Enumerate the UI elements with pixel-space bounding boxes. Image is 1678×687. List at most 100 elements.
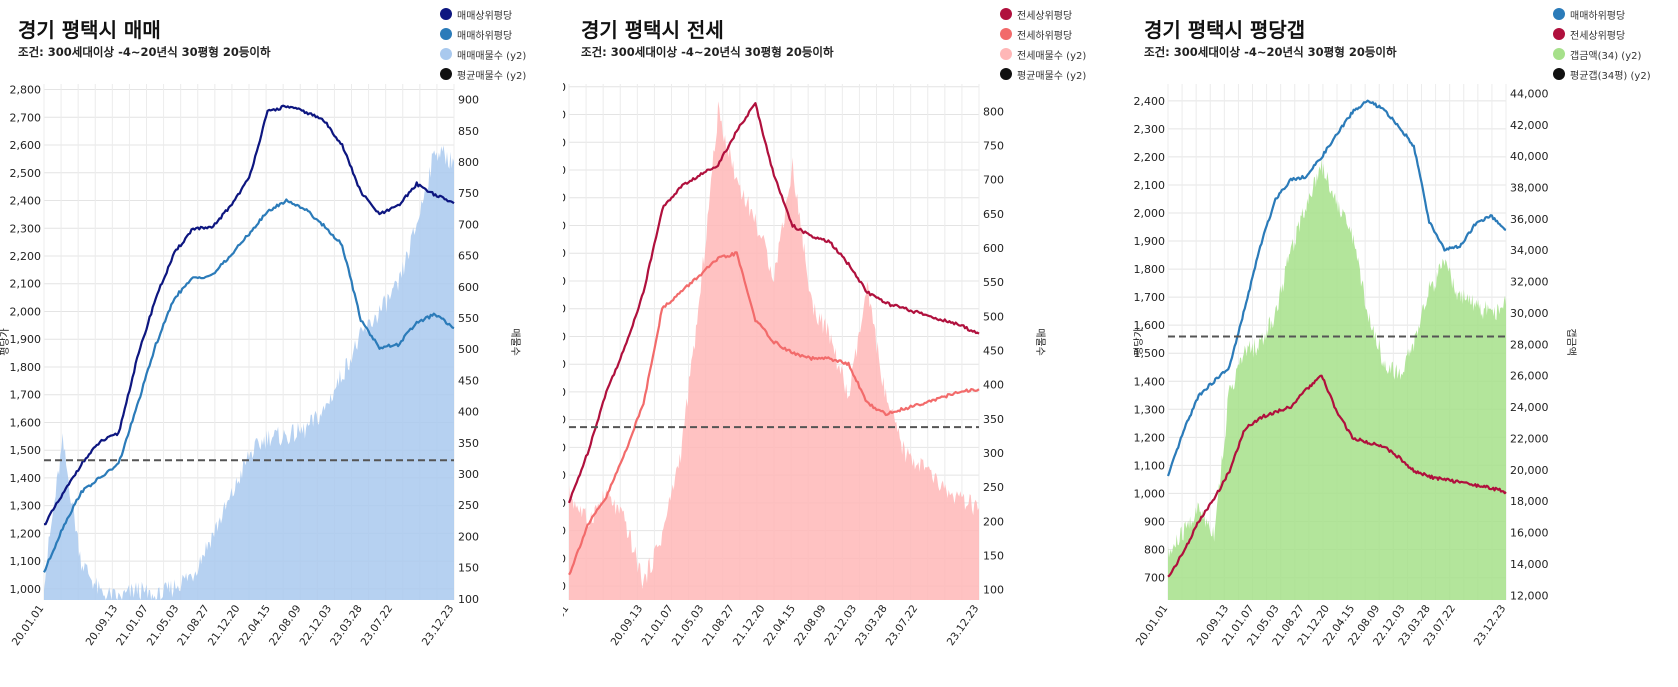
legend-label: 전세하위평당 bbox=[1017, 30, 1073, 42]
y-tick-label: 2,100 bbox=[1134, 179, 1166, 192]
legend-label: 평균매물수 (y2) bbox=[457, 70, 527, 82]
x-tick-label: 23.12.23 bbox=[1472, 603, 1509, 648]
chart-jeonse: 550 600 650 700 750 800 850 900 950 1,000 1,050 1,1… bbox=[563, 81, 1046, 648]
y2-tick-label: 550 bbox=[458, 312, 479, 325]
y-tick-label: 1,500 bbox=[10, 444, 42, 457]
legend-marker bbox=[1553, 28, 1565, 40]
y-tick-label: 1,200 bbox=[10, 527, 42, 540]
y2-axis-title: 갭금액 bbox=[1565, 328, 1577, 356]
y-tick-label: 700 bbox=[1144, 572, 1165, 585]
legend-label: 매매매물수 (y2) bbox=[457, 50, 527, 62]
series-area bbox=[569, 101, 979, 600]
y2-tick-label: 700 bbox=[458, 218, 479, 231]
y-tick-label: 1,600 bbox=[10, 416, 42, 429]
y-tick-label: 1,000 bbox=[1134, 487, 1166, 500]
legend-marker bbox=[1553, 8, 1565, 20]
legend-item[interactable]: 평균갭(34평) (y2) bbox=[1553, 64, 1651, 84]
series-line bbox=[1167, 374, 1507, 578]
legend-item[interactable]: 전세매물수 (y2) bbox=[1000, 44, 1086, 64]
y-tick-label: 2,800 bbox=[10, 84, 42, 97]
x-axis: 20.01.01 20.09.1321.01.0721.05.0321.08.27… bbox=[1134, 603, 1509, 648]
y2-tick-label: 450 bbox=[983, 345, 1004, 358]
y-tick-label: 1,400 bbox=[563, 109, 566, 122]
legend: 매매상위평당 매매하위평당 매매매물수 (y2) 평균매물수 (y2) bbox=[440, 4, 526, 84]
legend-item[interactable]: 전세상위평당 bbox=[1000, 4, 1086, 24]
y-tick-label: 800 bbox=[563, 441, 566, 454]
y2-tick-label: 400 bbox=[983, 379, 1004, 392]
y-tick-label: 2,300 bbox=[1134, 123, 1166, 136]
x-tick-label: 23.12.23 bbox=[945, 603, 982, 648]
chart-gap: 700 800 900 1,000 1,100 1,200 1,300 1,400 1,500 1… bbox=[1133, 84, 1577, 648]
chart-subtitle: 조건: 300세대이상 -4~20년식 30평형 20등이하 bbox=[18, 45, 271, 59]
legend-marker bbox=[1553, 68, 1565, 80]
legend-item[interactable]: 평균매물수 (y2) bbox=[440, 64, 526, 84]
y-tick-label: 1,900 bbox=[1134, 235, 1166, 248]
y-tick-label: 1,700 bbox=[1134, 291, 1166, 304]
chart-title: 경기 평택시 평당갭 bbox=[1144, 18, 1306, 42]
y2-tick-label: 300 bbox=[458, 468, 479, 481]
y2-tick-label: 22,000 bbox=[1510, 432, 1549, 445]
y2-tick-label: 16,000 bbox=[1510, 527, 1549, 540]
y2-tick-label: 40,000 bbox=[1510, 150, 1549, 163]
legend-item[interactable]: 매매하위평당 bbox=[440, 24, 526, 44]
legend-marker bbox=[1000, 8, 1012, 20]
y-tick-label: 1,700 bbox=[10, 389, 42, 402]
y2-tick-label: 34,000 bbox=[1510, 244, 1549, 257]
y-tick-label: 2,000 bbox=[1134, 207, 1166, 220]
y-tick-label: 2,600 bbox=[10, 139, 42, 152]
y2-tick-label: 900 bbox=[458, 94, 479, 107]
legend-label: 전세상위평당 bbox=[1570, 30, 1626, 42]
legend-label: 매매하위평당 bbox=[1570, 10, 1626, 22]
y2-tick-label: 14,000 bbox=[1510, 558, 1549, 571]
y2-tick-label: 400 bbox=[458, 406, 479, 419]
y-tick-label: 2,400 bbox=[10, 195, 42, 208]
y2-tick-label: 750 bbox=[983, 140, 1004, 153]
legend: 전세상위평당 전세하위평당 전세매물수 (y2) 평균매물수 (y2) bbox=[1000, 4, 1086, 84]
y-tick-label: 1,350 bbox=[563, 136, 566, 149]
y-tick-label: 1,200 bbox=[563, 219, 566, 232]
y2-tick-label: 150 bbox=[983, 550, 1004, 563]
legend-item[interactable]: 전세상위평당 bbox=[1553, 24, 1651, 44]
legend-item[interactable]: 매매하위평당 bbox=[1553, 4, 1651, 24]
y2-tick-label: 24,000 bbox=[1510, 401, 1549, 414]
y2-tick-label: 32,000 bbox=[1510, 276, 1549, 289]
y2-tick-label: 150 bbox=[458, 562, 479, 575]
legend-item[interactable]: 매매상위평당 bbox=[440, 4, 526, 24]
y2-tick-label: 650 bbox=[458, 250, 479, 263]
x-tick-label: 20.01.01 bbox=[563, 603, 571, 648]
y-tick-label: 2,100 bbox=[10, 278, 42, 291]
y-tick-label: 550 bbox=[563, 580, 566, 593]
chart-subtitle: 조건: 300세대이상 -4~20년식 30평형 20등이하 bbox=[1144, 45, 1397, 59]
y2-tick-label: 36,000 bbox=[1510, 213, 1549, 226]
y2-tick-label: 800 bbox=[983, 105, 1004, 118]
y2-tick-label: 250 bbox=[983, 481, 1004, 494]
chart-title: 경기 평택시 매매 bbox=[18, 18, 161, 42]
y-tick-label: 1,400 bbox=[1134, 375, 1166, 388]
y-tick-label: 2,200 bbox=[1134, 151, 1166, 164]
y-tick-label: 950 bbox=[563, 358, 566, 371]
y-tick-label: 1,900 bbox=[10, 333, 42, 346]
y-tick-label: 2,300 bbox=[10, 222, 42, 235]
y2-tick-label: 550 bbox=[983, 276, 1004, 289]
y2-tick-label: 250 bbox=[458, 499, 479, 512]
legend-label: 평균갭(34평) (y2) bbox=[1570, 70, 1651, 82]
legend-item[interactable]: 갭금액(34) (y2) bbox=[1553, 44, 1651, 64]
legend-label: 평균매물수 (y2) bbox=[1017, 70, 1087, 82]
y-tick-label: 650 bbox=[563, 525, 566, 538]
legend-item[interactable]: 전세하위평당 bbox=[1000, 24, 1086, 44]
y-tick-label: 2,400 bbox=[1134, 95, 1166, 108]
panel-sale: 1,000 1,100 1,200 1,300 1,400 1,500 1,600 1,700… bbox=[0, 0, 560, 687]
legend-marker bbox=[1000, 48, 1012, 60]
y2-tick-label: 350 bbox=[458, 437, 479, 450]
y-tick-label: 2,700 bbox=[10, 111, 42, 124]
x-axis: 20.01.01 20.09.1321.01.0721.05.0321.08.27… bbox=[10, 603, 457, 648]
chart-sale: 1,000 1,100 1,200 1,300 1,400 1,500 1,600 1,700… bbox=[0, 84, 521, 648]
y-tick-label: 1,250 bbox=[563, 192, 566, 205]
legend-item[interactable]: 평균매물수 (y2) bbox=[1000, 64, 1086, 84]
legend-item[interactable]: 매매매물수 (y2) bbox=[440, 44, 526, 64]
y2-axis: 100 150 200 250 300 350 400 450 500 550 600 650 700 7… bbox=[983, 105, 1004, 596]
y2-tick-label: 100 bbox=[458, 593, 479, 606]
y-tick-label: 1,800 bbox=[1134, 263, 1166, 276]
y2-tick-label: 18,000 bbox=[1510, 495, 1549, 508]
legend-marker bbox=[440, 48, 452, 60]
